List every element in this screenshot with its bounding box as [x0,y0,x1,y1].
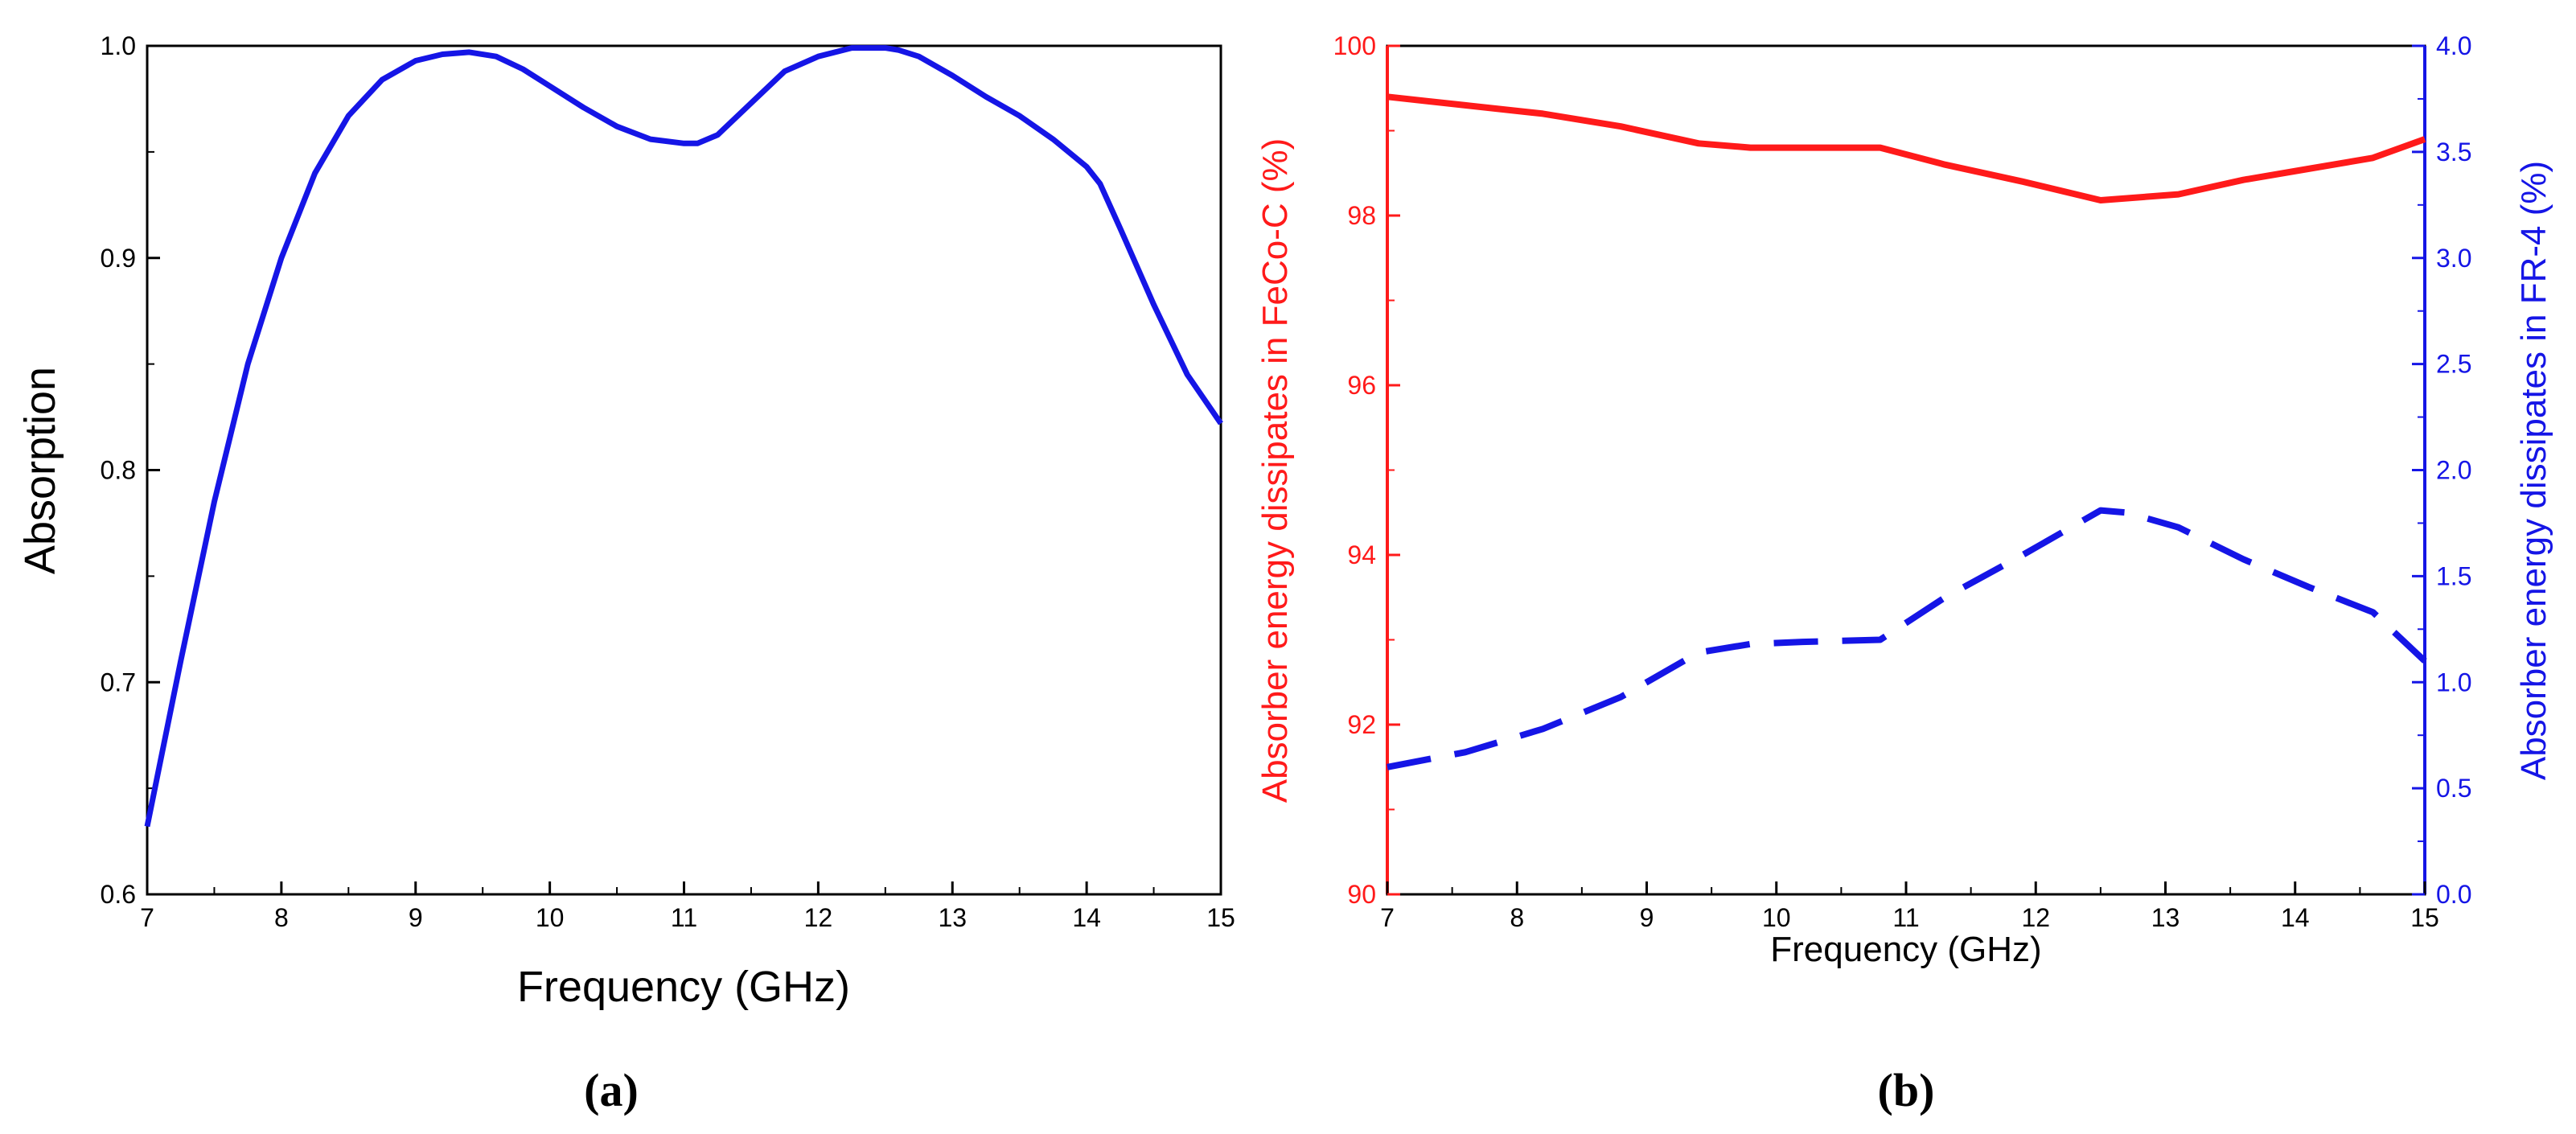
panel-b-label: (b) [1878,1064,1935,1116]
panel-a-x-tick-label: 13 [938,903,967,932]
panel-b-x-tick-label: 14 [2281,903,2310,932]
panel-b-left-y-label: 94 [1347,540,1376,569]
panel-b-x-tick-label: 12 [2021,903,2050,932]
panel-b-fr4-dashed-line [1387,507,2427,770]
panel-b-left-y-label: 90 [1347,880,1376,909]
panel-a-label: (a) [584,1064,639,1116]
panel-a-x-axis-title: Frequency (GHz) [517,963,850,1011]
panel-b-right-y-label: 1.5 [2436,561,2471,590]
panel-a-y-label: 0.9 [101,244,136,273]
panel-b-right-y-label: 1.0 [2436,668,2471,696]
panel-a-y-axis-title: Absorption [16,367,64,574]
panel-a-x-tick-label: 11 [671,903,697,932]
panel-b-x-tick-label: 11 [1892,903,1919,932]
panel-b-x-tick-label: 9 [1640,903,1654,932]
panel-a-x-tick-label: 9 [409,903,423,932]
panel-a-x-tick-label: 12 [804,903,833,932]
panel-b-left-y-label: 96 [1347,371,1376,400]
panel-a-x-tick-label: 14 [1072,903,1101,932]
panel-b-x-tick-label: 15 [2410,903,2439,932]
panel-b-x-tick-label: 8 [1510,903,1524,932]
panel-a-absorption-chart: 7 8 9 10 11 12 13 14 15 0.6 0.7 0.8 0.9 1.0 Frequenc… [16,31,1235,1116]
panel-a-series [144,45,1223,828]
panel-b-left-y-label: 92 [1347,710,1376,739]
panel-b-right-y-label: 4.0 [2436,31,2471,60]
panel-a-y-label: 0.8 [101,456,136,485]
panel-a-x-tick-label: 15 [1206,903,1235,932]
panel-b-x-tick-label: 7 [1380,903,1395,932]
panel-a-x-tick-label: 7 [140,903,154,932]
panel-b-right-y-label: 0.0 [2436,880,2471,909]
panel-a-x-tick-label: 8 [274,903,289,932]
panel-a-y-ticks: 0.6 0.7 0.8 0.9 1.0 [101,31,160,909]
panel-b-series [1387,93,2427,770]
panel-a-y-label: 1.0 [101,31,136,60]
panel-b-left-y-label: 100 [1333,31,1376,60]
panel-b-left-y-ticks: 90 92 94 96 98 100 [1333,31,1400,909]
panel-a-absorption-line [144,45,1223,828]
panel-b-right-y-label: 3.5 [2436,138,2471,166]
panel-b-right-y-axis-title: Absorber energy dissipates in FR-4 (%) [2514,161,2553,780]
panel-a-y-label: 0.7 [101,668,136,696]
panel-b-x-tick-label: 13 [2151,903,2180,932]
panel-b-right-y-label: 2.0 [2436,456,2471,485]
panel-b-left-y-axis-title: Absorber energy dissipates in FeCo-C (%) [1255,138,1295,803]
panel-b-x-tick-label: 10 [1762,903,1791,932]
panel-b-left-y-label: 98 [1347,201,1376,230]
panel-a-x-tick-label: 10 [536,903,565,932]
panel-b-x-ticks: 7 8 9 10 11 12 13 14 15 [1380,881,2439,932]
panel-b-x-axis-title: Frequency (GHz) [1770,930,2041,969]
panel-b-fecoc-line [1387,93,2426,203]
panel-b-right-y-ticks: 0.0 0.5 1.0 1.5 2.0 2.5 3.0 3.5 4.0 [2412,31,2471,909]
panel-b-energy-dissipation-chart: 7 8 9 10 11 12 13 14 15 90 92 94 96 98 100 0.0 0.5 1.0 1… [1255,31,2553,1116]
panel-b-right-y-label: 2.5 [2436,350,2471,379]
panel-b-right-y-label: 0.5 [2436,774,2471,803]
panel-a-x-ticks: 7 8 9 10 11 12 13 14 15 [140,881,1235,932]
panel-a-y-label: 0.6 [101,880,136,909]
panel-b-right-y-label: 3.0 [2436,244,2471,273]
